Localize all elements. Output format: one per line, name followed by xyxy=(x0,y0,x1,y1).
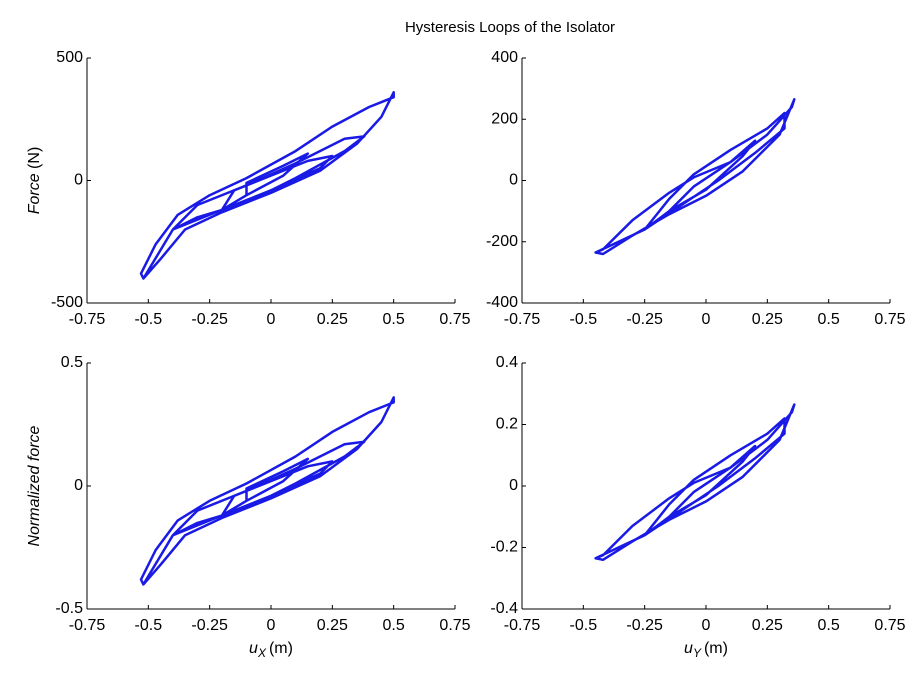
x-tick-label: 0.75 xyxy=(439,311,470,328)
x-tick-label: 0.25 xyxy=(752,311,783,328)
x-tick-label: -0.25 xyxy=(626,311,663,328)
x-axis-label-symbol: u xyxy=(249,640,258,657)
x-axis-label-unit: (m) xyxy=(704,640,728,657)
hysteresis-line xyxy=(594,98,796,256)
x-tick-label: 0.75 xyxy=(874,311,905,328)
x-tick-label: 0.25 xyxy=(752,617,783,634)
x-tick-label: -0.25 xyxy=(191,311,228,328)
y-tick-label: -0.5 xyxy=(55,600,83,617)
y-tick-label: -0.2 xyxy=(490,539,518,556)
x-tick-label: -0.5 xyxy=(570,617,598,634)
y-tick-label: 500 xyxy=(56,49,83,66)
x-axis-label-symbol: u xyxy=(684,640,693,657)
x-axis-label: uY (m) xyxy=(684,640,728,660)
x-tick-label: 0 xyxy=(267,311,276,328)
y-tick-label: 0.4 xyxy=(496,354,518,371)
y-axis-label: Normalized force xyxy=(26,425,43,546)
x-tick-label: 0.75 xyxy=(874,617,905,634)
y-axis-label-name: Force xyxy=(26,173,43,214)
y-tick-label: 0.5 xyxy=(61,354,83,371)
x-tick-label: -0.5 xyxy=(135,617,163,634)
x-tick-label: 0 xyxy=(267,617,276,634)
x-tick-label: -0.75 xyxy=(69,617,106,634)
y-tick-label: 0 xyxy=(74,172,83,189)
y-axis-label-name: Normalized force xyxy=(26,425,43,546)
y-tick-label: -400 xyxy=(486,294,518,311)
y-axis-label-unit: (N) xyxy=(26,147,43,169)
x-tick-label: 0 xyxy=(702,617,711,634)
hysteresis-line xyxy=(139,396,395,586)
x-axis-label: uX (m) xyxy=(249,640,293,660)
y-tick-label: 0 xyxy=(74,477,83,494)
x-tick-label: -0.25 xyxy=(191,617,228,634)
x-axis-label-subscript: X xyxy=(257,646,267,660)
x-tick-label: -0.5 xyxy=(135,311,163,328)
y-tick-label: 0 xyxy=(509,477,518,494)
x-tick-label: 0.5 xyxy=(383,311,405,328)
x-tick-label: 0.5 xyxy=(818,617,840,634)
x-tick-label: -0.25 xyxy=(626,617,663,634)
x-tick-label: -0.5 xyxy=(570,311,598,328)
x-tick-label: -0.75 xyxy=(504,311,541,328)
x-tick-label: 0.25 xyxy=(317,311,348,328)
x-tick-label: -0.75 xyxy=(504,617,541,634)
x-axis-label-unit: (m) xyxy=(269,640,293,657)
y-tick-label: 0.2 xyxy=(496,416,518,433)
x-axis-label-subscript: Y xyxy=(693,646,702,660)
y-tick-label: 200 xyxy=(491,110,518,127)
y-tick-label: -200 xyxy=(486,233,518,250)
y-tick-label: 400 xyxy=(491,49,518,66)
y-axis-label: Force (N) xyxy=(26,147,43,215)
figure-title: Hysteresis Loops of the Isolator xyxy=(405,19,615,36)
y-tick-label: -500 xyxy=(51,294,83,311)
x-tick-label: -0.75 xyxy=(69,311,106,328)
y-tick-label: -0.4 xyxy=(490,600,518,617)
x-tick-label: 0 xyxy=(702,311,711,328)
x-tick-label: 0.75 xyxy=(439,617,470,634)
y-tick-label: 0 xyxy=(509,172,518,189)
x-tick-label: 0.25 xyxy=(317,617,348,634)
x-tick-label: 0.5 xyxy=(383,617,405,634)
hysteresis-line xyxy=(594,403,796,562)
x-tick-label: 0.5 xyxy=(818,311,840,328)
hysteresis-line xyxy=(139,91,395,280)
